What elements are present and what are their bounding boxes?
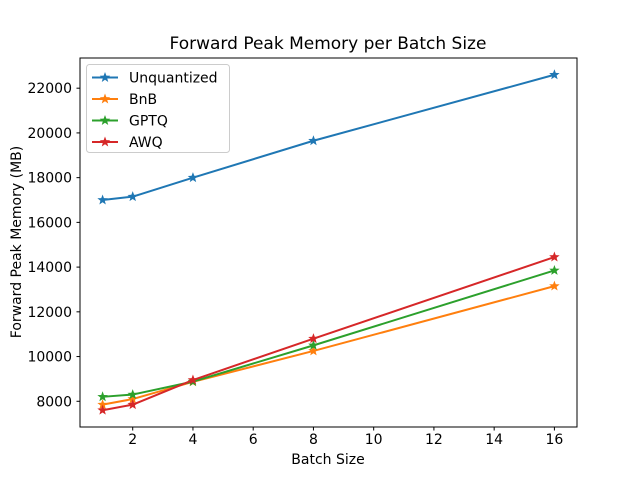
y-axis-label: Forward Peak Memory (MB) bbox=[9, 146, 25, 338]
series-marker-unquantized bbox=[308, 135, 319, 146]
y-tick-label: 14000 bbox=[27, 260, 72, 276]
legend-label: GPTQ bbox=[129, 114, 168, 130]
y-tick-label: 22000 bbox=[27, 81, 72, 97]
y-tick-label: 20000 bbox=[27, 126, 72, 142]
x-tick-label: 12 bbox=[425, 432, 443, 448]
legend-entry-bnb: BnB bbox=[92, 92, 157, 108]
series-marker-awq bbox=[308, 333, 319, 344]
x-axis-label: Batch Size bbox=[291, 452, 364, 468]
x-tick-label: 14 bbox=[485, 432, 503, 448]
y-tick-label: 12000 bbox=[27, 305, 72, 321]
y-tick-label: 18000 bbox=[27, 171, 72, 187]
series-marker-unquantized bbox=[127, 191, 138, 202]
series-marker-gptq bbox=[127, 389, 138, 400]
series-marker-bnb bbox=[97, 399, 108, 410]
x-tick-label: 6 bbox=[249, 432, 258, 448]
series-marker-gptq bbox=[308, 339, 319, 350]
series-marker-bnb bbox=[308, 345, 319, 356]
series-marker-awq bbox=[127, 399, 138, 410]
x-axis: 2 4 6 8 10 12 14 16 bbox=[128, 427, 563, 448]
legend-marker-star-icon bbox=[99, 93, 111, 104]
y-tick-label: 8000 bbox=[36, 394, 72, 410]
legend-label: BnB bbox=[129, 92, 157, 108]
series-unquantized bbox=[97, 69, 560, 205]
chart-title: Forward Peak Memory per Batch Size bbox=[170, 34, 487, 54]
legend-label: Unquantized bbox=[129, 71, 218, 87]
y-tick-label: 10000 bbox=[27, 350, 72, 366]
y-axis: 8000 10000 12000 14000 16000 18000 20000 22000 bbox=[27, 81, 80, 410]
y-tick-label: 16000 bbox=[27, 215, 72, 231]
legend: Unquantized BnB GPTQ AWQ bbox=[86, 64, 230, 153]
series-marker-bnb bbox=[549, 280, 560, 291]
legend-marker-star-icon bbox=[99, 136, 111, 147]
series-marker-awq bbox=[187, 374, 199, 385]
series-marker-bnb bbox=[127, 393, 138, 404]
x-tick-label: 16 bbox=[545, 432, 563, 448]
legend-entry-gptq: GPTQ bbox=[92, 114, 168, 130]
series-marker-unquantized bbox=[549, 69, 560, 80]
series-marker-gptq bbox=[97, 391, 108, 402]
series-marker-gptq bbox=[549, 264, 560, 275]
legend-box bbox=[86, 64, 230, 153]
x-tick-label: 10 bbox=[365, 432, 383, 448]
x-tick-label: 4 bbox=[188, 432, 197, 448]
x-tick-label: 2 bbox=[128, 432, 137, 448]
series-awq bbox=[97, 251, 560, 415]
plot-area: 2 4 6 8 10 12 14 16 8000 10000 12000 14000 16000 1800… bbox=[27, 57, 578, 448]
series-marker-unquantized bbox=[97, 194, 108, 205]
series-marker-awq bbox=[97, 404, 108, 415]
legend-marker-star-icon bbox=[99, 115, 111, 125]
series-marker-awq bbox=[549, 251, 560, 262]
series-marker-unquantized bbox=[187, 172, 199, 183]
legend-entry-unquantized: Unquantized bbox=[92, 71, 218, 87]
x-tick-label: 8 bbox=[309, 432, 318, 448]
legend-entry-awq: AWQ bbox=[92, 135, 163, 151]
legend-marker-star-icon bbox=[99, 72, 111, 82]
axes-frame bbox=[79, 57, 578, 428]
legend-label: AWQ bbox=[129, 135, 163, 151]
